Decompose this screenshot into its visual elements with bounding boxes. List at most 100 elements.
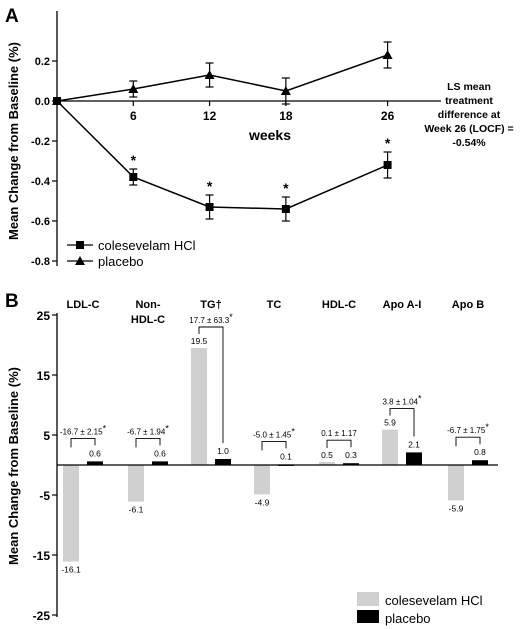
bar-colesevelam bbox=[128, 465, 144, 502]
difference-bracket bbox=[326, 439, 352, 448]
bar-value-label-placebo: 0.8 bbox=[474, 447, 486, 457]
difference-significance-star: * bbox=[418, 394, 422, 404]
annotation-line-5: -0.54% bbox=[452, 137, 486, 149]
panel-a-y-axis-title: Mean Change from Baseline (%) bbox=[6, 42, 21, 240]
difference-label: 3.8 ± 1.04* bbox=[382, 394, 422, 407]
panel-a-y-axis: 0.2 0.0 -0.2 -0.4 -0.6 -0.8 bbox=[31, 56, 57, 268]
bar-value-label-placebo: 0.3 bbox=[345, 450, 357, 460]
panel-b-y-axis-title: Mean Change from Baseline (%) bbox=[6, 367, 21, 565]
difference-significance-star: * bbox=[485, 422, 489, 432]
difference-significance-star: * bbox=[291, 426, 295, 436]
difference-bracket bbox=[455, 436, 481, 447]
ls-mean-annotation: LS mean treatment difference at Week 26 … bbox=[424, 81, 513, 149]
legend-placebo-marker bbox=[75, 256, 85, 265]
difference-significance-star: * bbox=[103, 423, 107, 433]
y-tick-label: -0.2 bbox=[31, 136, 50, 148]
bar-colesevelam bbox=[191, 348, 207, 465]
annotation-line-1: LS mean bbox=[447, 81, 491, 93]
difference-label: 17.7 ± 63.3* bbox=[189, 312, 233, 325]
data-point-placebo bbox=[204, 70, 215, 79]
difference-bracket bbox=[261, 440, 287, 451]
legend-colesevelam-marker bbox=[76, 241, 84, 249]
category-label: HDL-C bbox=[131, 314, 165, 326]
x-tick-label: 18 bbox=[279, 109, 293, 123]
y-tick-label: 0.0 bbox=[35, 96, 50, 108]
legend-colesevelam-label: colesevelam HCl bbox=[385, 593, 483, 608]
panel-a-legend: colesevelam HCl placebo bbox=[67, 238, 196, 269]
x-tick-label: 26 bbox=[381, 109, 395, 123]
annotation-line-3: difference at bbox=[438, 109, 501, 121]
bar-value-label-placebo: 1.0 bbox=[217, 446, 229, 456]
data-point-placebo bbox=[128, 84, 139, 93]
bar-placebo bbox=[343, 463, 359, 465]
significance-star: * bbox=[283, 180, 289, 196]
panel-b-y-axis: 25 15 5 -5 -15 -25 bbox=[33, 309, 57, 623]
bar-placebo bbox=[87, 461, 103, 465]
panel-a-x-axis-title: weeks bbox=[248, 127, 291, 143]
bar-colesevelam bbox=[319, 462, 335, 465]
bar-placebo bbox=[215, 459, 231, 465]
bar-placebo bbox=[406, 452, 422, 465]
category-label: Apo A-I bbox=[383, 299, 422, 311]
bar-colesevelam bbox=[448, 465, 464, 501]
y-tick-label: -15 bbox=[33, 549, 51, 563]
y-tick-label: 0.2 bbox=[35, 56, 50, 68]
difference-label: 0.1 ± 1.17 bbox=[321, 429, 357, 438]
bar-value-label-colesevelam: 0.5 bbox=[321, 450, 333, 460]
bar-value-label-colesevelam: 5.9 bbox=[384, 418, 396, 428]
bar-colesevelam bbox=[382, 429, 398, 465]
panel-a-label: A bbox=[5, 6, 19, 27]
panel-b-category-labels: LDL-C Non- HDL-C TG† TC HDL-C Apo A-I Apo B bbox=[67, 299, 485, 326]
y-tick-label: -5 bbox=[39, 489, 50, 503]
bar-colesevelam bbox=[254, 465, 270, 495]
difference-bracket bbox=[198, 326, 224, 443]
category-label: HDL-C bbox=[322, 299, 356, 311]
y-tick-label: -0.6 bbox=[31, 216, 50, 228]
bar-placebo bbox=[472, 460, 488, 465]
bar-value-label-colesevelam: 19.5 bbox=[191, 336, 208, 346]
significance-star: * bbox=[207, 178, 213, 194]
bar-value-label-colesevelam: -5.9 bbox=[449, 503, 464, 513]
series-line-colesevelam bbox=[56, 100, 388, 210]
category-label: LDL-C bbox=[67, 299, 100, 311]
panel-a-plot-area: * * * * bbox=[52, 41, 393, 222]
annotation-line-2: treatment bbox=[445, 95, 493, 107]
bar-value-label-placebo: 0.1 bbox=[280, 451, 292, 461]
bar-placebo bbox=[152, 461, 168, 465]
data-point-colesevelam bbox=[383, 161, 392, 169]
bar-value-label-colesevelam: -4.9 bbox=[255, 497, 270, 507]
legend-colesevelam-label: colesevelam HCl bbox=[98, 238, 196, 253]
category-label: TC bbox=[267, 299, 282, 311]
category-label: TG† bbox=[200, 299, 221, 311]
bar-colesevelam bbox=[63, 465, 79, 562]
x-tick-label: 6 bbox=[130, 109, 137, 123]
difference-label: -6.7 ± 1.75* bbox=[447, 422, 489, 435]
x-tick-label: 12 bbox=[203, 109, 217, 123]
data-point-placebo bbox=[382, 50, 393, 59]
data-point-colesevelam bbox=[129, 173, 138, 181]
bar-value-label-placebo: 0.6 bbox=[89, 448, 101, 458]
difference-bracket bbox=[70, 437, 96, 448]
panel-b-legend: colesevelam HCl placebo bbox=[357, 592, 483, 626]
difference-significance-star: * bbox=[165, 423, 169, 433]
y-tick-label: 25 bbox=[37, 309, 51, 323]
y-tick-label: 15 bbox=[37, 369, 51, 383]
panel-a-x-axis: 6 12 18 26 bbox=[130, 101, 395, 123]
panel-b: B Mean Change from Baseline (%) LDL-C Non… bbox=[5, 291, 498, 626]
data-point-colesevelam bbox=[281, 205, 290, 213]
legend-placebo-label: placebo bbox=[98, 254, 144, 269]
difference-significance-star: * bbox=[229, 312, 233, 322]
legend-placebo-label: placebo bbox=[385, 611, 431, 626]
y-tick-label: -0.4 bbox=[31, 176, 51, 188]
difference-label: -6.7 ± 1.94* bbox=[127, 423, 169, 436]
difference-bracket bbox=[389, 408, 415, 437]
data-point-colesevelam bbox=[205, 203, 214, 211]
category-label: Apo B bbox=[452, 299, 484, 311]
legend-placebo-swatch bbox=[357, 610, 379, 623]
difference-label: -5.0 ± 1.45* bbox=[253, 426, 295, 439]
y-tick-label: -0.8 bbox=[31, 256, 50, 268]
significance-star: * bbox=[131, 152, 137, 168]
bar-value-label-placebo: 2.1 bbox=[408, 439, 420, 449]
y-tick-label: -25 bbox=[33, 609, 51, 623]
